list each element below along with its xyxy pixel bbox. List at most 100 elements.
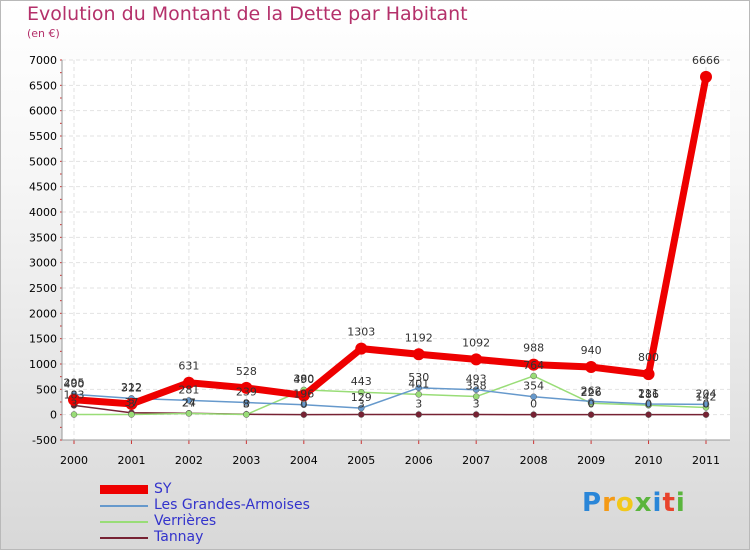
data-label-tannay: 0 xyxy=(300,398,307,411)
data-label-les-grandes-armoises: 400 xyxy=(64,377,85,390)
data-label-tannay: 0 xyxy=(530,398,537,411)
data-label-tannay: 3 xyxy=(415,398,422,411)
legend-swatch-verrieres xyxy=(100,521,148,523)
legend-item-tannay: Tannay xyxy=(100,530,360,545)
data-label-verrieres: 3 xyxy=(243,398,250,411)
logo-letter: t xyxy=(662,488,676,518)
y-tick-label: 3000 xyxy=(29,257,57,270)
data-label-sy: 988 xyxy=(523,342,544,355)
legend-label-tannay: Tannay xyxy=(154,529,204,545)
x-tick-label: 2010 xyxy=(635,454,663,467)
x-tick-label: 2004 xyxy=(290,454,318,467)
data-point-verrieres xyxy=(70,411,78,418)
y-tick-label: 5500 xyxy=(29,130,57,143)
data-label-les-grandes-armoises: 281 xyxy=(178,383,199,396)
data-label-verrieres: 24 xyxy=(182,396,196,409)
data-label-sy: 212 xyxy=(121,381,142,394)
data-point-sy xyxy=(355,342,368,355)
data-label-sy: 1092 xyxy=(462,336,490,349)
x-tick-label: 2009 xyxy=(577,454,605,467)
data-label-tannay: 0 xyxy=(588,398,595,411)
legend-label-verrieres: Verrières xyxy=(154,513,217,529)
data-point-sy xyxy=(182,376,195,389)
data-label-les-grandes-armoises: 211 xyxy=(638,387,659,400)
data-point-les-grandes-armoises xyxy=(702,401,710,408)
x-tick-label: 2001 xyxy=(117,454,145,467)
logo-letter: r xyxy=(602,488,616,518)
data-label-sy: 1303 xyxy=(347,326,375,339)
proxiti-logo: Proxiti xyxy=(582,488,686,518)
data-label-sy: 295 xyxy=(64,377,85,390)
data-label-sy: 528 xyxy=(236,365,257,378)
legend-swatch-tannay xyxy=(100,537,148,539)
legend-item-sy: SY xyxy=(100,482,360,497)
data-point-sy xyxy=(240,381,253,394)
data-label-les-grandes-armoises: 493 xyxy=(466,373,487,386)
data-label-verrieres: 490 xyxy=(293,373,314,386)
y-tick-label: 3500 xyxy=(29,231,57,244)
data-label-verrieres: 443 xyxy=(351,375,372,388)
data-label-tannay: 0 xyxy=(703,398,710,411)
data-point-sy xyxy=(125,397,138,410)
chart-subtitle: (en €) xyxy=(27,27,60,40)
data-label-verrieres: 358 xyxy=(466,380,487,393)
x-tick-label: 2002 xyxy=(175,454,203,467)
data-point-verrieres xyxy=(530,372,537,380)
data-point-tannay xyxy=(415,411,422,418)
data-point-sy xyxy=(527,358,540,371)
data-label-les-grandes-armoises: 354 xyxy=(523,380,544,393)
data-label-sy: 380 xyxy=(293,372,314,385)
data-point-tannay xyxy=(358,411,365,418)
data-point-tannay xyxy=(530,411,537,418)
y-tick-label: 2000 xyxy=(29,307,57,320)
data-label-les-grandes-armoises: 239 xyxy=(236,386,257,399)
data-label-sy: 631 xyxy=(178,360,199,373)
y-tick-label: 0 xyxy=(50,409,57,422)
data-label-les-grandes-armoises: 204 xyxy=(696,387,717,400)
data-point-verrieres xyxy=(185,410,193,417)
data-point-les-grandes-armoises xyxy=(645,400,652,408)
data-point-les-grandes-armoises xyxy=(530,393,537,400)
data-point-sy xyxy=(68,393,80,406)
y-tick-label: 500 xyxy=(36,383,57,396)
data-point-verrieres xyxy=(415,391,422,398)
data-point-les-grandes-armoises xyxy=(358,404,365,412)
logo-letter: P xyxy=(582,488,603,518)
data-label-verrieres: 401 xyxy=(408,377,429,390)
x-tick-label: 2008 xyxy=(520,454,548,467)
x-tick-label: 2011 xyxy=(692,454,720,467)
data-point-sy xyxy=(642,368,655,381)
legend-label-les-grandes-armoises: Les Grandes-Armoises xyxy=(154,497,310,513)
data-point-verrieres xyxy=(358,388,365,396)
series-line-verrieres xyxy=(74,375,707,416)
data-label-verrieres: 764 xyxy=(523,359,544,372)
y-tick-label: 4000 xyxy=(29,206,57,219)
data-label-verrieres: 226 xyxy=(581,386,602,399)
legend-swatch-sy xyxy=(100,485,148,494)
data-point-sy xyxy=(412,348,425,361)
y-tick-label: 1000 xyxy=(29,358,57,371)
logo-letter: i xyxy=(675,488,686,518)
data-point-verrieres xyxy=(472,393,480,400)
data-label-les-grandes-armoises: 196 xyxy=(293,388,314,401)
y-tick-label: -500 xyxy=(32,434,57,447)
data-point-sy xyxy=(470,353,483,366)
x-tick-label: 2000 xyxy=(60,454,88,467)
data-label-tannay: 0 xyxy=(645,398,652,411)
data-point-les-grandes-armoises xyxy=(243,399,250,406)
y-tick-label: 2500 xyxy=(29,282,57,295)
y-tick-label: 7000 xyxy=(29,54,57,67)
logo-letter: o xyxy=(615,488,635,518)
y-tick-label: 1500 xyxy=(29,333,57,346)
logo-letter: x xyxy=(634,488,653,518)
data-label-les-grandes-armoises: 530 xyxy=(408,371,429,384)
data-label-tannay: 183 xyxy=(64,388,85,401)
data-point-les-grandes-armoises xyxy=(587,398,595,405)
legend-item-verrieres: Verrières xyxy=(100,514,360,529)
data-point-sy xyxy=(700,70,712,83)
y-tick-label: 4500 xyxy=(29,181,57,194)
data-label-verrieres: 186 xyxy=(638,388,659,401)
x-tick-label: 2005 xyxy=(347,454,375,467)
data-point-tannay xyxy=(702,411,710,418)
